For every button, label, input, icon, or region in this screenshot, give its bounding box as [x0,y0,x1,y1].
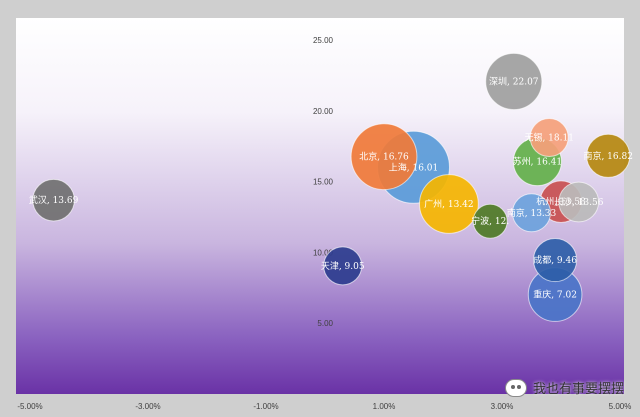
x-tick-label: -1.00% [253,402,278,411]
x-tick-label: -3.00% [135,402,160,411]
watermark-text: 我也有事要摆摆 [532,382,624,397]
bubble [472,203,508,239]
y-tick-label: 15.00 [313,178,334,187]
bubble [323,246,363,286]
watermark: 我也有事要摆摆 [504,378,624,397]
bubble [529,118,569,158]
data-label: 重庆, 7.02 [533,289,577,301]
y-tick-label: 10.00 [313,248,334,257]
x-tick-label: 1.00% [373,402,396,411]
data-label: 上海, 16.01 [389,161,439,173]
data-label: 宁波, 12. [471,215,509,227]
data-label: 深圳, 22.07 [489,76,539,87]
y-tick-label: 5.00 [317,319,333,328]
data-label: 无锡, 18.11 [524,133,574,144]
bubble [350,123,418,191]
bubble [32,178,75,222]
data-label: 长沙, 13.56 [554,196,604,208]
x-tick-label: 3.00% [491,402,514,411]
data-label: 杭州, 13.58 [536,196,586,208]
x-tick-label: -5.00% [17,402,42,411]
y-tick-label: 20.00 [313,107,334,116]
data-label: 苏州, 16.41 [513,156,563,168]
bubble [533,237,578,283]
bubble [512,193,551,233]
bubble [485,52,543,111]
data-label: 南京, 16.82 [583,150,633,162]
data-label: 广州, 13.42 [424,198,474,210]
data-label: 成都, 9.46 [533,254,577,266]
bubble [558,181,600,223]
x-tick-label: 5.00% [609,402,632,411]
bubble [419,174,479,234]
data-label: 天津, 9.05 [321,261,365,272]
y-tick-label: 25.00 [313,36,334,45]
data-label: 南京, 13.33 [507,207,557,219]
data-label: 武汉, 13.69 [29,194,79,206]
wechat-icon [504,378,527,397]
bubble [586,133,631,178]
data-label: 北京, 16.76 [359,151,409,163]
